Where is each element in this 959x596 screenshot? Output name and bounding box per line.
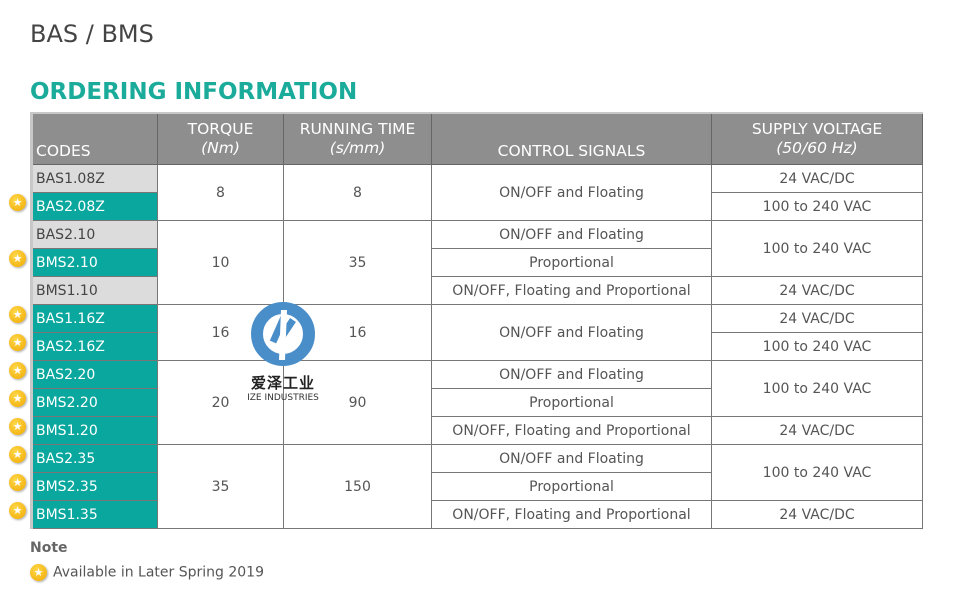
control-cell: ON/OFF and Floating: [431, 220, 712, 249]
star-icon: ★: [9, 334, 26, 351]
section-title: ORDERING INFORMATION: [30, 79, 358, 106]
table-row: BMS2.35 Proportional: [31, 472, 923, 501]
control-cell: ON/OFF and Floating: [431, 360, 712, 389]
supply-cell: 24 VAC/DC: [711, 276, 923, 305]
table-row: BAS2.16Z 100 to 240 VAC: [31, 332, 923, 361]
star-icon: ★: [30, 564, 47, 581]
table-row: BAS2.20 20 90 ON/OFF and Floating 100 to 240…: [31, 360, 923, 445]
running-cell: 35: [283, 220, 432, 305]
code-cell: BAS2.20: [31, 360, 158, 389]
header-supply-voltage: SUPPLY VOLTAGE (50/60 Hz): [711, 112, 923, 165]
control-cell: ON/OFF and Floating: [431, 164, 712, 221]
star-icon: ★: [9, 390, 26, 407]
code-cell: BMS2.35: [31, 472, 158, 501]
header-torque-unit: (Nm): [201, 139, 240, 157]
torque-cell: 10: [157, 220, 284, 305]
running-cell: 16: [283, 304, 432, 361]
star-icon: ★: [9, 474, 26, 491]
torque-cell: 20: [157, 360, 284, 445]
star-icon: ★: [9, 502, 26, 519]
supply-cell: 24 VAC/DC: [711, 164, 923, 193]
supply-cell: 100 to 240 VAC: [711, 332, 923, 361]
code-cell: BMS1.20: [31, 416, 158, 445]
running-cell: 8: [283, 164, 432, 221]
note-label: Note: [30, 540, 68, 556]
legend-text: Available in Later Spring 2019: [53, 564, 264, 581]
control-cell: ON/OFF and Floating: [431, 304, 712, 361]
header-torque-label: TORQUE: [187, 120, 254, 138]
ordering-table: CODES TORQUE (Nm) RUNNING TIME (s/mm) CONT…: [30, 112, 923, 529]
torque-cell: 16: [157, 304, 284, 361]
table-row: BMS1.35 ON/OFF, Floating and Proportional…: [31, 500, 923, 529]
header-supply-label: SUPPLY VOLTAGE: [751, 120, 883, 138]
control-cell: Proportional: [431, 472, 712, 501]
control-cell: Proportional: [431, 388, 712, 417]
code-cell: BAS2.10: [31, 220, 158, 249]
torque-cell: 8: [157, 164, 284, 221]
star-icon: ★: [9, 306, 26, 323]
control-cell: ON/OFF, Floating and Proportional: [431, 276, 712, 305]
header-supply-unit: (50/60 Hz): [776, 139, 858, 157]
supply-cell: 100 to 240 VAC: [711, 360, 923, 417]
code-cell: BMS1.10: [31, 276, 158, 305]
header-running-label: RUNNING TIME: [299, 120, 416, 138]
torque-cell: 35: [157, 444, 284, 529]
supply-cell: 24 VAC/DC: [711, 416, 923, 445]
control-cell: ON/OFF and Floating: [431, 444, 712, 473]
running-cell: 150: [283, 444, 432, 529]
header-running-unit: (s/mm): [329, 139, 386, 157]
header-running-time: RUNNING TIME (s/mm): [283, 112, 432, 165]
code-cell: BMS2.20: [31, 388, 158, 417]
supply-cell: 100 to 240 VAC: [711, 444, 923, 501]
table-header-row: CODES TORQUE (Nm) RUNNING TIME (s/mm) CONT…: [31, 112, 923, 165]
supply-cell: 24 VAC/DC: [711, 500, 923, 529]
header-codes: CODES: [31, 112, 158, 165]
code-cell: BAS2.08Z: [31, 192, 158, 221]
control-cell: Proportional: [431, 248, 712, 277]
code-cell: BAS1.08Z: [31, 164, 158, 193]
table-row: BAS2.35 35 150 ON/OFF and Floating 100 to 24…: [31, 444, 923, 529]
running-cell: 90: [283, 360, 432, 445]
supply-cell: 24 VAC/DC: [711, 304, 923, 333]
table-row: BMS2.20 Proportional: [31, 388, 923, 417]
header-control-signals: CONTROL SIGNALS: [431, 112, 712, 165]
star-icon: ★: [9, 446, 26, 463]
table-row: BMS2.10 Proportional: [31, 248, 923, 277]
code-cell: BMS2.10: [31, 248, 158, 277]
code-cell: BAS2.16Z: [31, 332, 158, 361]
star-icon: ★: [9, 362, 26, 379]
supply-cell: 100 to 240 VAC: [711, 192, 923, 221]
code-cell: BAS1.16Z: [31, 304, 158, 333]
legend: ★ Available in Later Spring 2019: [30, 564, 264, 581]
code-cell: BMS1.35: [31, 500, 158, 529]
star-icon: ★: [9, 250, 26, 267]
supply-cell: 100 to 240 VAC: [711, 220, 923, 277]
header-torque: TORQUE (Nm): [157, 112, 284, 165]
control-cell: ON/OFF, Floating and Proportional: [431, 416, 712, 445]
table-row: BAS2.10 10 35 ON/OFF and Floating 100 to 240…: [31, 220, 923, 305]
table-row: BAS1.08Z 8 8 ON/OFF and Floating 24 VAC/DC: [31, 164, 923, 221]
code-cell: BAS2.35: [31, 444, 158, 473]
table-row: BAS2.08Z 100 to 240 VAC: [31, 192, 923, 221]
star-icon: ★: [9, 194, 26, 211]
table-row: BMS1.20 ON/OFF, Floating and Proportional…: [31, 416, 923, 445]
star-icon: ★: [9, 418, 26, 435]
table-row: BAS1.16Z 16 16 ON/OFF and Floating 24 VAC/DC: [31, 304, 923, 361]
page-title: BAS / BMS: [30, 20, 154, 49]
table-row: BMS1.10 ON/OFF, Floating and Proportional…: [31, 276, 923, 305]
control-cell: ON/OFF, Floating and Proportional: [431, 500, 712, 529]
